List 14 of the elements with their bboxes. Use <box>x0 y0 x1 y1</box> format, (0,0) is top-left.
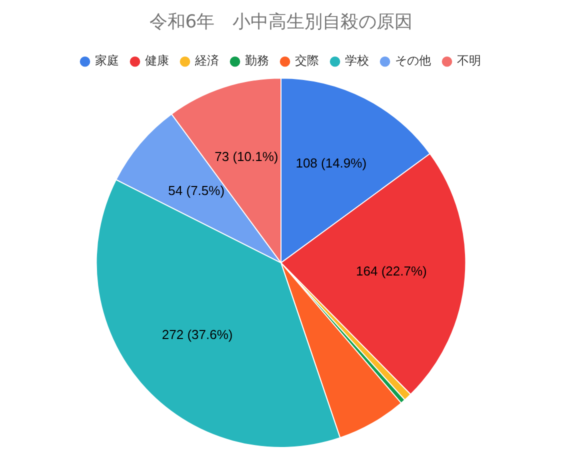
legend-label: 学校 <box>345 54 369 68</box>
data-label: 108 (14.9%) <box>296 156 367 171</box>
data-label: 272 (37.6%) <box>162 327 233 342</box>
legend-label: 健康 <box>145 54 169 68</box>
legend-label: 不明 <box>457 54 481 68</box>
legend-label: 経済 <box>194 54 219 68</box>
data-label: 164 (22.7%) <box>356 263 427 278</box>
legend-label: その他 <box>395 54 431 68</box>
chart-title: 令和6年 小中高生別自殺の原因 <box>149 11 413 32</box>
legend-label: 家庭 <box>95 54 119 68</box>
data-label: 73 (10.1%) <box>214 149 278 164</box>
legend-label: 勤務 <box>245 54 269 68</box>
data-label: 54 (7.5%) <box>168 182 225 198</box>
legend-label: 交際 <box>295 54 319 68</box>
